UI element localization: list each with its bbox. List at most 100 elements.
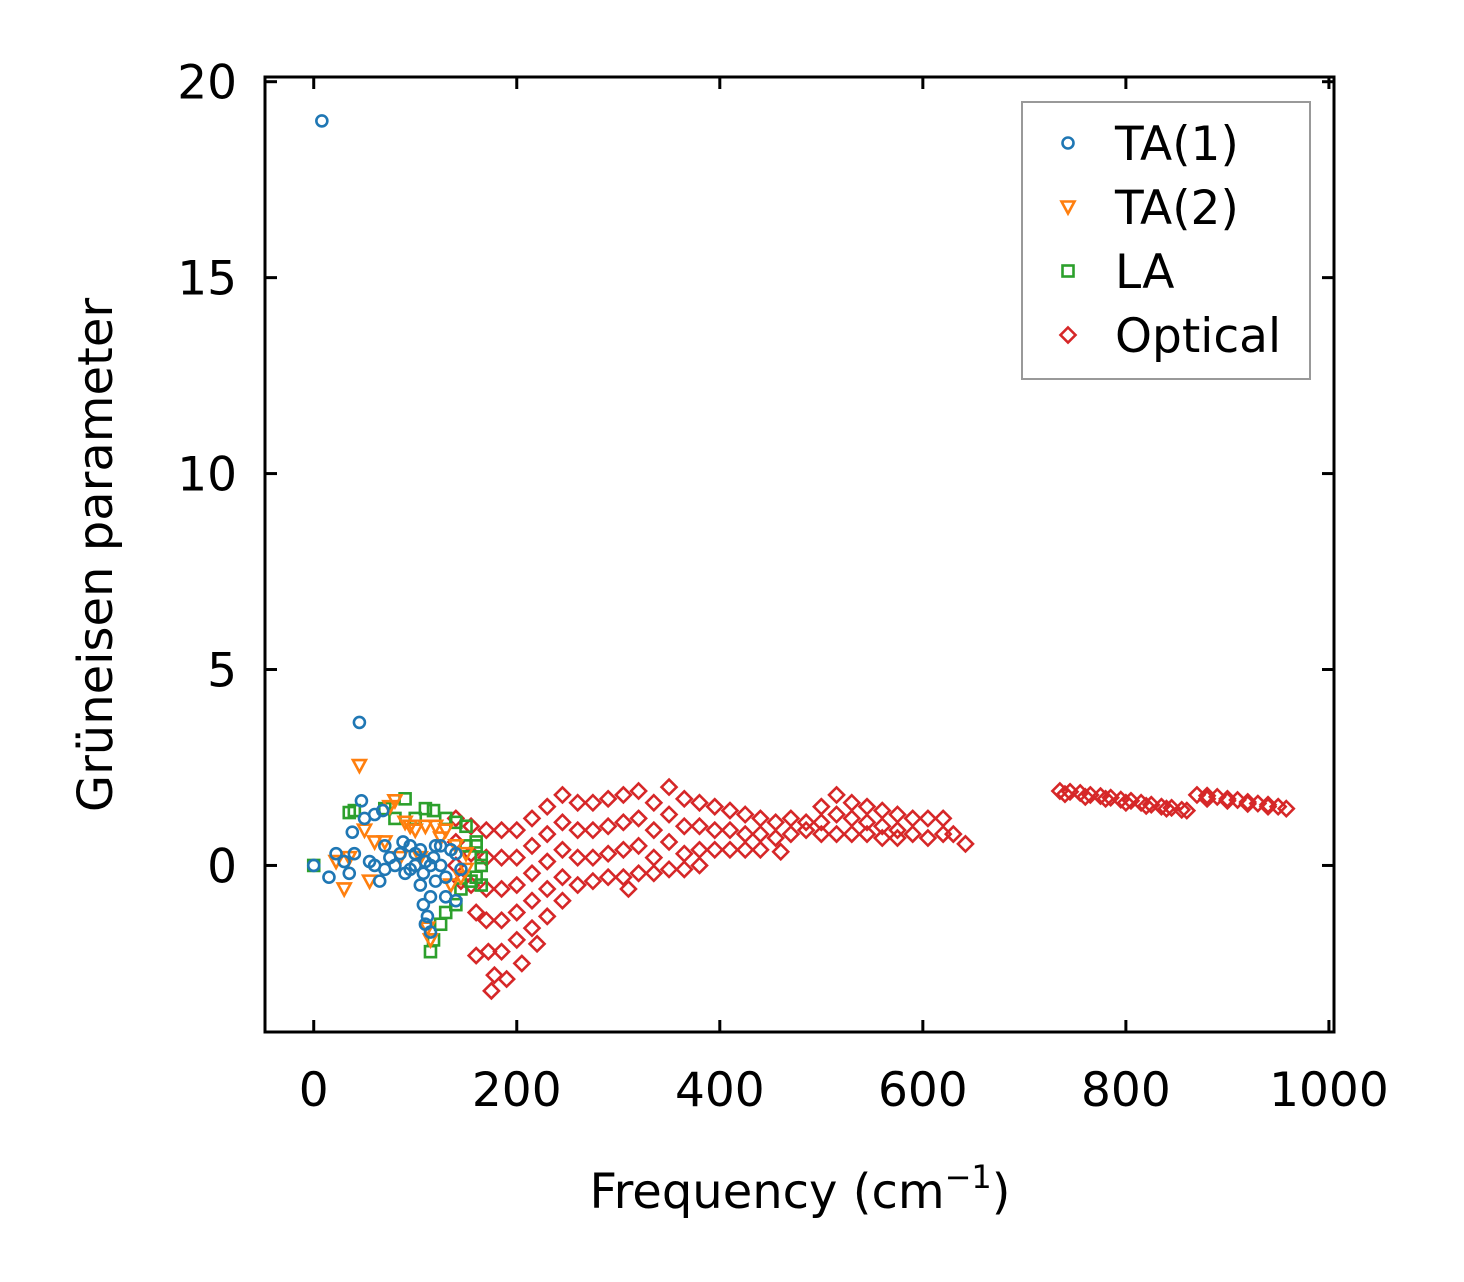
data-point [659, 777, 679, 797]
data-point [396, 835, 410, 849]
data-point [537, 907, 557, 926]
data-point [421, 933, 440, 950]
data-point [413, 878, 428, 892]
data-point [401, 819, 419, 836]
data-point [492, 942, 511, 962]
legend-frame [1021, 101, 1311, 380]
data-point [413, 842, 428, 857]
x-tick-label: 800 [1081, 1063, 1171, 1118]
data-point [720, 801, 740, 820]
data-point [469, 870, 483, 885]
data-point [1136, 796, 1156, 816]
data-point [428, 839, 443, 853]
data-point [512, 954, 532, 973]
data-point [619, 879, 638, 899]
data-point [492, 848, 511, 867]
data-point [537, 824, 557, 844]
data-point [629, 863, 648, 883]
data-point [492, 910, 511, 930]
data-point [659, 805, 679, 824]
y-tick-label: 20 [177, 56, 237, 111]
data-point [705, 797, 725, 817]
data-point [403, 862, 417, 877]
data-point [827, 805, 846, 824]
data-point [474, 850, 489, 865]
legend-item: Optical [1058, 309, 1281, 364]
data-point [459, 819, 473, 834]
data-point [1101, 788, 1120, 807]
data-point [337, 854, 351, 869]
data-point [457, 862, 475, 879]
data-point [461, 816, 481, 836]
legend: TA(1) TA(2) LA Optical [1021, 101, 1311, 380]
legend-label: TA(1) [1114, 117, 1239, 172]
series-ta1 [306, 114, 468, 939]
x-tick-label: 400 [675, 1063, 765, 1118]
diamond-marker-icon [1058, 325, 1078, 345]
data-point [644, 820, 664, 840]
data-point [690, 793, 709, 813]
data-point [598, 844, 618, 864]
data-point [720, 820, 740, 840]
data-point [437, 823, 455, 840]
data-point [315, 114, 329, 128]
data-point [377, 862, 392, 877]
data-point [583, 848, 603, 867]
data-point [476, 910, 496, 930]
data-point [674, 816, 694, 836]
data-point [423, 890, 438, 904]
data-point [690, 816, 709, 836]
data-point [629, 781, 648, 801]
plot-frame [263, 75, 1336, 1034]
data-point [811, 813, 831, 832]
y-tick-label: 10 [177, 448, 237, 503]
data-point [598, 867, 618, 887]
data-point [375, 803, 390, 818]
data-point [568, 875, 588, 895]
data-point [447, 839, 465, 856]
data-point [360, 874, 379, 891]
data-point [1116, 793, 1136, 813]
y-axis-label: Grüneisen parameter [68, 298, 124, 813]
data-point [553, 785, 572, 805]
data-point [1075, 787, 1095, 807]
data-point [1162, 798, 1181, 818]
data-point [507, 820, 527, 840]
legend-label: TA(2) [1114, 181, 1239, 236]
data-point [1172, 800, 1192, 820]
data-point [1197, 789, 1217, 809]
data-point [598, 816, 618, 836]
square-marker-icon [1061, 264, 1075, 278]
data-point [507, 930, 527, 950]
data-point [1238, 794, 1258, 814]
x-tick-label: 0 [299, 1063, 329, 1118]
data-point [433, 839, 448, 853]
data-point [354, 793, 369, 808]
data-point [522, 891, 542, 911]
data-point [811, 824, 831, 844]
data-point [527, 934, 547, 954]
data-point [457, 846, 475, 863]
data-point [522, 809, 542, 828]
x-tick-label: 1000 [1269, 1063, 1389, 1118]
data-point [322, 870, 336, 885]
data-point [393, 846, 407, 861]
data-point [347, 803, 362, 818]
data-point [629, 836, 648, 856]
data-point [644, 863, 664, 883]
data-point [674, 860, 694, 879]
data-point [735, 840, 755, 860]
circle-marker-icon [1061, 136, 1075, 150]
data-point [492, 820, 511, 840]
legend-item: TA(2) [1059, 181, 1239, 236]
y-tick-label: 15 [177, 252, 237, 307]
data-point [1157, 799, 1176, 818]
y-tick-label: 5 [207, 644, 237, 699]
data-point [659, 860, 679, 879]
data-point [438, 905, 453, 920]
data-point [485, 965, 504, 985]
data-point [857, 824, 877, 844]
data-point [507, 903, 527, 922]
data-point [522, 918, 542, 938]
data-point [466, 903, 486, 922]
